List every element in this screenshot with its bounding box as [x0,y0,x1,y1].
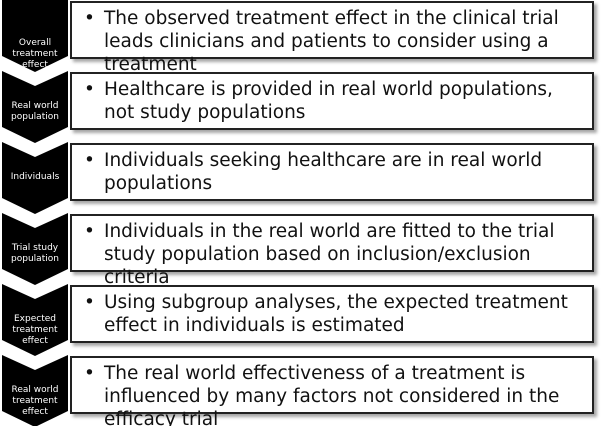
chevron [2,284,68,356]
step-label: Expected treatment effect [12,314,58,346]
step-text-wrap: • Using subgroup analyses, the expected t… [84,291,586,337]
bullet: • [84,221,95,242]
step-box: • The real world effectiveness of a treat… [70,356,594,426]
bullet: • [84,79,95,100]
step-box: • Individuals in the real world are fitte… [70,214,594,288]
step-label: Real world treatment effect [11,385,59,417]
step-text-wrap: • The observed treatment effect in the cl… [84,7,586,76]
step-text-wrap: • The real world effectiveness of a treat… [84,362,586,426]
step-text: The observed treatment effect in the cli… [104,8,559,75]
bullet: • [84,292,95,313]
chevron [2,71,68,143]
step-text: Individuals seeking healthcare are in re… [104,150,543,194]
step-box: • Healthcare is provided in real world po… [70,72,594,130]
step-box: • Individuals seeking healthcare are in r… [70,143,594,201]
step-label: Overall treatment effect [12,38,58,70]
bullet: • [84,8,95,29]
step-text: Healthcare is provided in real world pop… [104,79,553,123]
bullet: • [84,150,95,171]
step-box: • Using subgroup analyses, the expected t… [70,285,594,343]
chevron [2,213,68,285]
step-text: The real world effectiveness of a treatm… [104,363,560,426]
step-box: • The observed treatment effect in the cl… [70,1,594,75]
step-label: Individuals [10,172,60,182]
step-text: Using subgroup analyses, the expected tr… [104,292,568,336]
step-text-wrap: • Individuals in the real world are fitte… [84,220,586,289]
bullet: • [84,363,95,384]
chevron [2,0,68,72]
chevron [2,355,68,426]
step-label: Real world population [11,101,59,122]
step-label: Trial study population [11,243,59,264]
step-text: Individuals in the real world are fitted… [104,221,555,288]
step-text-wrap: • Healthcare is provided in real world po… [84,78,586,124]
chevron [2,142,68,214]
step-text-wrap: • Individuals seeking healthcare are in r… [84,149,586,195]
